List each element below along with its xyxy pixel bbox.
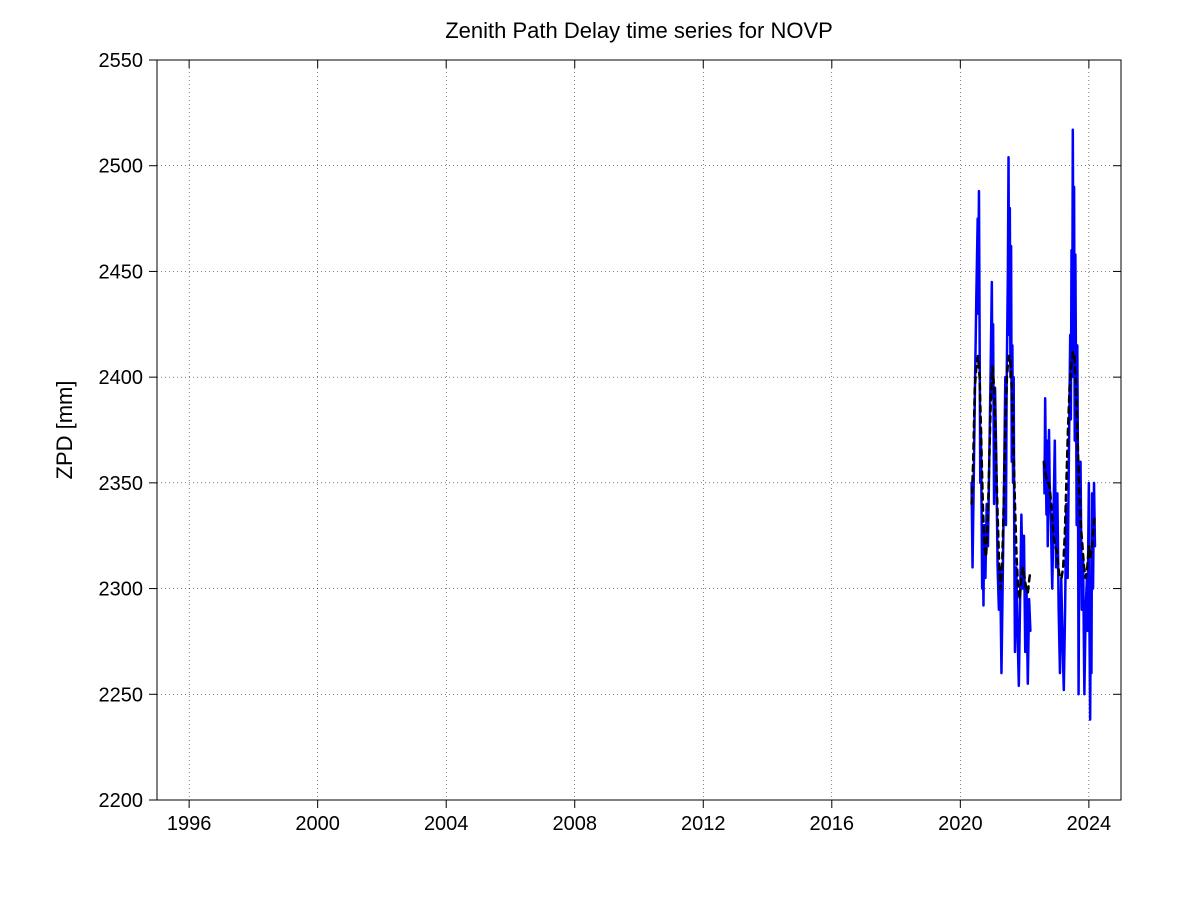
x-tick-label: 2008 [552, 813, 597, 835]
x-tick-label: 2016 [810, 813, 855, 835]
x-tick-label: 1996 [167, 813, 212, 835]
x-tick-label: 2004 [424, 813, 469, 835]
x-tick-label: 2000 [295, 813, 340, 835]
y-tick-label: 2250 [99, 684, 144, 706]
y-tick-label: 2400 [99, 367, 144, 389]
y-axis-label: ZPD [mm] [52, 381, 77, 480]
y-tick-label: 2500 [99, 156, 144, 178]
zpd-timeseries-chart: 1996 2000 2004 2008 2012 2016 2020 2024 2200 2250… [0, 0, 1201, 901]
y-tick-label: 2200 [99, 790, 144, 812]
x-tick-label: 2024 [1067, 813, 1112, 835]
y-tick-label: 2350 [99, 473, 144, 495]
x-tick-label: 2012 [681, 813, 726, 835]
x-tick-label: 2020 [938, 813, 983, 835]
chart-title: Zenith Path Delay time series for NOVP [445, 18, 833, 43]
y-tick-label: 2450 [99, 261, 144, 283]
y-tick-label: 2550 [99, 50, 144, 72]
chart-container: 1996 2000 2004 2008 2012 2016 2020 2024 2200 2250… [0, 0, 1201, 901]
y-tick-label: 2300 [99, 579, 144, 601]
